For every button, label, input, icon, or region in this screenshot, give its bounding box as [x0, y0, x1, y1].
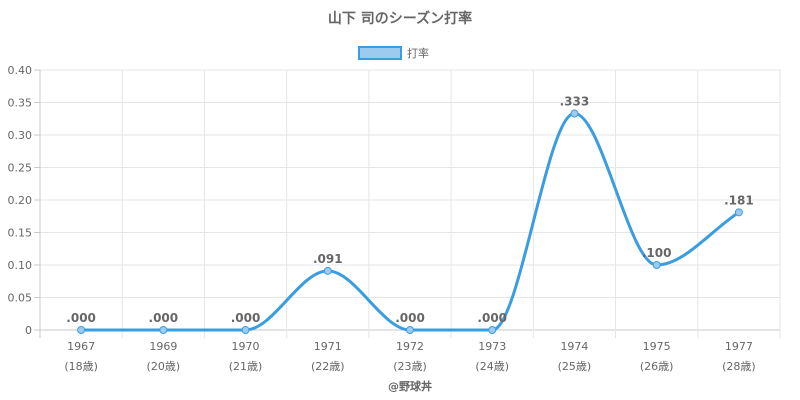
- x-tick-label: 1975: [643, 340, 671, 353]
- y-tick-label: 0: [25, 324, 32, 337]
- data-label: .000: [477, 311, 507, 325]
- y-tick-label: 0.35: [8, 97, 33, 110]
- x-tick-sublabel: (24歳): [475, 360, 509, 373]
- y-tick-label: 0.15: [8, 227, 33, 240]
- x-axis: 1967 (18歳) 1969 (20歳) 1970 (21歳) 1971 (22歳) 1972…: [64, 340, 755, 373]
- legend-swatch: [358, 46, 402, 60]
- data-labels: .000 .000 .000 .091 .000 .000 .333 .100 .181: [66, 95, 753, 325]
- data-point[interactable]: [734, 208, 743, 217]
- grid: [39, 69, 781, 338]
- data-label: .181: [724, 193, 754, 207]
- x-tick-sublabel: (22歳): [311, 360, 345, 373]
- x-tick-sublabel: (21歳): [229, 360, 263, 373]
- data-point[interactable]: [323, 266, 332, 275]
- y-axis: 0 0.05 0.10 0.15 0.20 0.25 0.30 0.35 0.40: [8, 64, 40, 337]
- y-tick-label: 0.20: [8, 194, 33, 207]
- legend-label: 打率: [407, 46, 429, 60]
- legend: 打率: [358, 46, 429, 60]
- series-line: [81, 112, 740, 332]
- data-label: .333: [560, 95, 590, 109]
- x-tick-label: 1974: [560, 340, 588, 353]
- data-label: .091: [313, 252, 343, 266]
- data-label: .000: [66, 311, 96, 325]
- x-tick-sublabel: (28歳): [722, 360, 756, 373]
- x-tick-label: 1972: [396, 340, 424, 353]
- x-tick-sublabel: (23歳): [393, 360, 427, 373]
- data-label: .100: [642, 246, 672, 260]
- data-point[interactable]: [488, 326, 497, 334]
- data-label: .000: [231, 311, 261, 325]
- data-point[interactable]: [159, 326, 168, 334]
- y-tick-label: 0.10: [8, 259, 33, 272]
- data-point[interactable]: [570, 109, 579, 118]
- data-label: .000: [395, 311, 425, 325]
- data-point[interactable]: [77, 326, 86, 334]
- x-tick-label: 1977: [725, 340, 753, 353]
- credit-text: @野球丼: [388, 379, 432, 393]
- y-tick-label: 0.40: [8, 64, 33, 77]
- data-label: .000: [149, 311, 179, 325]
- x-tick-label: 1971: [314, 340, 342, 353]
- series-batting-average: [77, 109, 743, 334]
- x-tick-sublabel: (18歳): [64, 360, 98, 373]
- chart-title: 山下 司のシーズン打率: [328, 10, 472, 27]
- x-tick-label: 1973: [478, 340, 506, 353]
- y-tick-label: 0.25: [8, 162, 33, 175]
- y-tick-label: 0.05: [8, 292, 33, 305]
- x-tick-label: 1967: [67, 340, 95, 353]
- data-point[interactable]: [406, 326, 414, 334]
- x-tick-sublabel: (26歳): [640, 360, 674, 373]
- y-tick-label: 0.30: [8, 129, 33, 142]
- data-point[interactable]: [241, 326, 250, 334]
- x-tick-label: 1970: [232, 340, 260, 353]
- data-point[interactable]: [652, 261, 661, 269]
- x-tick-sublabel: (25歳): [558, 360, 592, 373]
- x-tick-label: 1969: [149, 340, 177, 353]
- x-tick-sublabel: (20歳): [147, 360, 181, 373]
